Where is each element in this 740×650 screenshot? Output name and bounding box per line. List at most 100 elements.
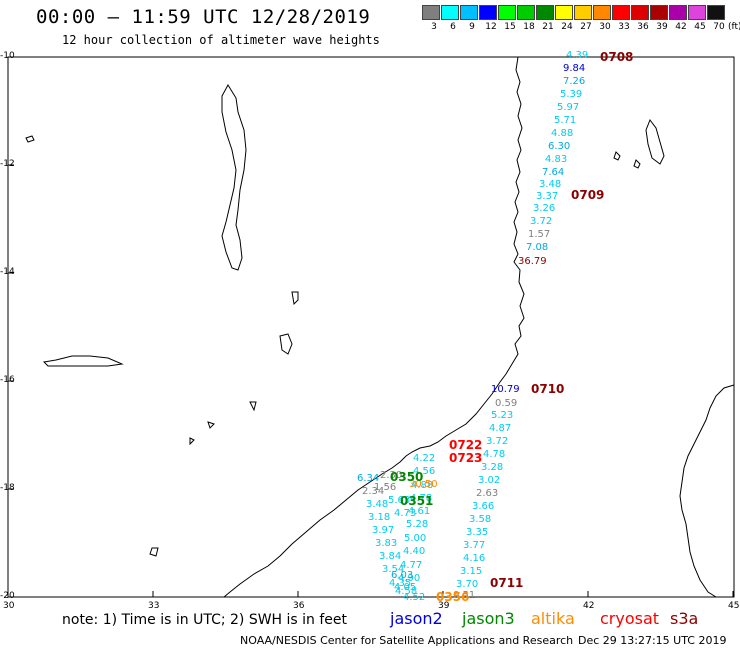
wave-height-value: 30.50 bbox=[409, 479, 438, 490]
color-scale-label: 27 bbox=[580, 22, 592, 32]
map-subtitle: 12 hour collection of altimeter wave hei… bbox=[62, 33, 380, 47]
color-scale-swatch bbox=[574, 5, 592, 20]
wave-height-value: 5.97 bbox=[557, 102, 580, 113]
color-scale-label: 3 bbox=[431, 22, 437, 32]
wave-height-value: 0.51 bbox=[453, 590, 476, 601]
wave-height-value: 4.77 bbox=[400, 560, 423, 571]
pass-time-label: 0710 bbox=[531, 382, 565, 396]
wave-height-value: 3.83 bbox=[375, 538, 398, 549]
wave-height-value: 3.72 bbox=[486, 436, 509, 447]
satellite-legend-s3a: s3a bbox=[670, 609, 699, 628]
color-scale-label: 39 bbox=[656, 22, 668, 32]
color-scale-label: 12 bbox=[485, 22, 497, 32]
color-scale-label: 24 bbox=[561, 22, 573, 32]
longitude-label: 42 bbox=[583, 601, 595, 611]
color-scale-swatch bbox=[536, 5, 554, 20]
color-scale-swatch bbox=[555, 5, 573, 20]
footer-credit: NOAA/NESDIS Center for Satellite Applica… bbox=[240, 634, 574, 647]
wave-height-value: 6.30 bbox=[548, 141, 571, 152]
color-scale-swatch bbox=[441, 5, 459, 20]
color-scale-swatch bbox=[707, 5, 725, 20]
wave-height-value: 6.34 bbox=[357, 473, 380, 484]
wave-height-value: 3.77 bbox=[463, 540, 486, 551]
longitude-label: 45 bbox=[728, 601, 740, 611]
wave-height-value: 5.71 bbox=[554, 115, 577, 126]
wave-height-value: 4.52 bbox=[403, 592, 426, 603]
wave-height-value: 5.00 bbox=[404, 533, 427, 544]
wave-height-value: 4.56 bbox=[413, 466, 436, 477]
pass-time-label: 0356 bbox=[436, 590, 470, 604]
wave-height-value: 6.03 bbox=[391, 570, 414, 581]
wave-height-value: 4.88 bbox=[411, 480, 434, 491]
latitude-label: -12 bbox=[0, 159, 15, 169]
wave-height-value: 4.73 bbox=[394, 508, 417, 519]
pass-time-label: 0351 bbox=[400, 494, 434, 508]
wave-height-value: 4.39 bbox=[566, 50, 589, 61]
note-text: note: 1) Time is in UTC; 2) SWH is in fe… bbox=[62, 612, 348, 628]
wave-height-value: 4.78 bbox=[410, 493, 433, 504]
wave-height-value: 4.88 bbox=[551, 128, 574, 139]
wave-height-value: 4.78 bbox=[483, 449, 506, 460]
wave-height-value: 4.40 bbox=[403, 546, 426, 557]
wave-height-value: 7.08 bbox=[526, 242, 549, 253]
color-scale-label: 6 bbox=[450, 22, 456, 32]
wave-height-value: 10.79 bbox=[491, 384, 520, 395]
wave-height-value: 3.97 bbox=[372, 525, 395, 536]
pass-time-label: 0711 bbox=[490, 576, 524, 590]
wave-height-value: 7.26 bbox=[563, 76, 586, 87]
color-scale-swatch bbox=[631, 5, 649, 20]
wave-height-value: 2.30 bbox=[380, 470, 403, 481]
wave-height-value: 3.66 bbox=[472, 501, 495, 512]
satellite-legend-jason2: jason2 bbox=[390, 609, 443, 628]
wave-height-value: 3.02 bbox=[478, 475, 501, 486]
pass-time-label: 0709 bbox=[571, 188, 605, 202]
longitude-label: 33 bbox=[148, 601, 160, 611]
wave-height-value: 4.61 bbox=[408, 506, 431, 517]
color-scale-label: 30 bbox=[599, 22, 611, 32]
footer-timestamp: Dec 29 13:27:15 UTC 2019 bbox=[578, 634, 727, 647]
wave-height-value: 1.56 bbox=[374, 482, 397, 493]
latitude-label: -18 bbox=[0, 483, 15, 493]
color-scale-label: 15 bbox=[504, 22, 516, 32]
satellite-legend-altika: altika bbox=[531, 609, 575, 628]
wave-height-value: 9.84 bbox=[563, 63, 586, 74]
color-scale-swatch bbox=[612, 5, 630, 20]
wave-height-value: 4.05 bbox=[394, 582, 417, 593]
longitude-label: 30 bbox=[3, 601, 15, 611]
color-scale-swatch bbox=[498, 5, 516, 20]
wave-height-value: 3.58 bbox=[469, 514, 492, 525]
pass-time-label: 0708 bbox=[600, 50, 634, 64]
color-scale-swatch bbox=[517, 5, 535, 20]
wave-height-value: 3.26 bbox=[533, 203, 556, 214]
wave-height-value: 3.84 bbox=[379, 551, 402, 562]
wave-height-value: 4.35 bbox=[389, 578, 412, 589]
longitude-label: 36 bbox=[293, 601, 305, 611]
color-scale-label: 70 bbox=[713, 22, 725, 32]
color-scale-label: 42 bbox=[675, 22, 687, 32]
wave-height-value: 0.59 bbox=[495, 398, 518, 409]
scale-unit-label: (ft) bbox=[728, 22, 740, 32]
wave-height-value: 4.58 bbox=[395, 586, 418, 597]
coastline bbox=[25, 56, 735, 598]
wave-height-value: 3.70 bbox=[456, 579, 479, 590]
latitude-label: -10 bbox=[0, 51, 15, 61]
wave-height-value: 3.48 bbox=[366, 499, 389, 510]
wave-height-value: 4.16 bbox=[463, 553, 486, 564]
color-scale-swatch bbox=[422, 5, 440, 20]
wave-height-value: 3.48 bbox=[539, 179, 562, 190]
pass-time-label: 0350 bbox=[390, 470, 424, 484]
pass-time-label: 0722 bbox=[449, 438, 483, 452]
map-title: 00:00 – 11:59 UTC 12/28/2019 bbox=[36, 6, 371, 28]
latitude-label: -20 bbox=[0, 591, 15, 601]
wave-height-value: 5.28 bbox=[406, 519, 429, 530]
wave-height-value: 3.72 bbox=[530, 216, 553, 227]
color-scale-swatch bbox=[669, 5, 687, 20]
pass-time-label: 0723 bbox=[449, 451, 483, 465]
color-scale-swatch bbox=[650, 5, 668, 20]
satellite-legend-jason3: jason3 bbox=[462, 609, 515, 628]
color-scale-label: 21 bbox=[542, 22, 554, 32]
color-scale-swatch bbox=[593, 5, 611, 20]
wave-height-value: 4.83 bbox=[545, 154, 568, 165]
wave-height-value: 5.63 bbox=[388, 495, 411, 506]
